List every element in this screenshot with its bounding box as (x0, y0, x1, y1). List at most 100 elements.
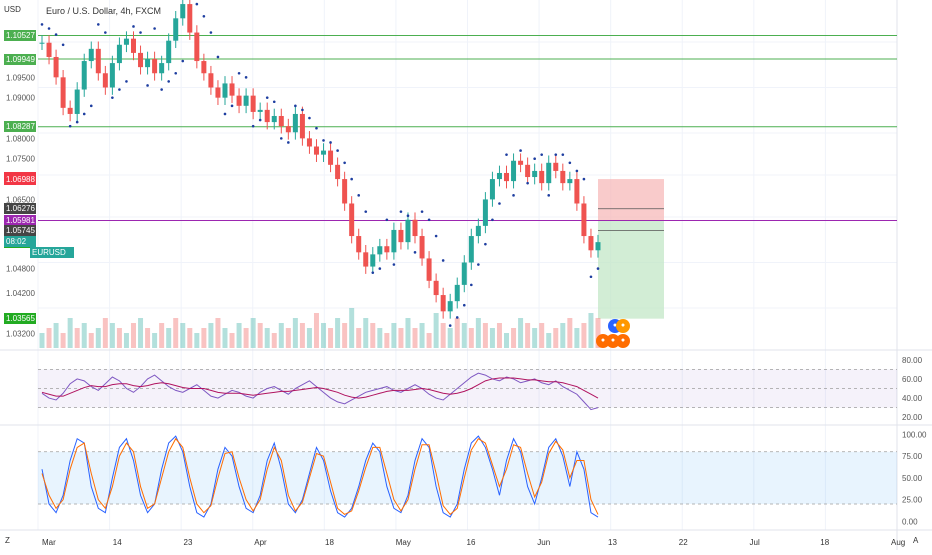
volume-bar (440, 323, 446, 348)
sar-dot (554, 153, 558, 156)
rsi-tick-label: 40.00 (902, 394, 923, 403)
volume-bar (475, 318, 481, 348)
volume-bar (356, 328, 362, 348)
x-tick-label: 18 (325, 538, 334, 547)
sar-dot (512, 194, 515, 197)
candle-body (229, 83, 235, 96)
candle-body (440, 295, 446, 312)
sar-dot (575, 169, 579, 173)
sar-dot (484, 242, 487, 246)
volume-bar (489, 328, 495, 348)
candle-body (489, 179, 495, 200)
event-badge-icon[interactable]: ● (616, 334, 630, 348)
sar-dot (582, 177, 586, 181)
candle-body (236, 95, 242, 106)
candle-body (208, 73, 214, 88)
volume-bar (159, 323, 165, 348)
sar-dot (350, 177, 353, 181)
volume-bar (574, 328, 580, 348)
sar-dot (357, 194, 361, 197)
sar-dot (427, 218, 431, 222)
sar-dot (237, 71, 241, 75)
volume-bar (264, 328, 270, 348)
footer-left-label[interactable]: Z (5, 536, 10, 545)
sar-dot (470, 283, 473, 287)
candle-body (581, 203, 587, 237)
sar-dot (413, 251, 417, 254)
candle-body (250, 95, 256, 112)
sar-dot (561, 153, 565, 156)
x-tick-label: Aug (891, 538, 905, 547)
volume-bar (313, 313, 319, 348)
sar-dot (392, 263, 396, 266)
sar-dot (448, 324, 452, 327)
y-tick-label: 1.09000 (6, 94, 35, 103)
sar-dot (441, 259, 445, 262)
volume-bar (433, 313, 439, 348)
sar-dot (75, 120, 79, 124)
volume-bar (370, 323, 376, 348)
candle-body (138, 52, 144, 68)
candle-body (130, 38, 136, 53)
candle-body (194, 32, 200, 62)
sar-dot (385, 218, 389, 222)
volume-bar (539, 323, 545, 348)
footer-right-label[interactable]: A (913, 536, 919, 545)
volume-bar (130, 323, 136, 348)
candle-body (454, 284, 460, 302)
price-tag: 1.06988 (4, 174, 36, 186)
volume-bar (299, 323, 305, 348)
volume-bar (405, 318, 411, 348)
sar-dot (47, 27, 51, 30)
stoch-tick-label: 25.00 (902, 496, 923, 505)
sar-dot (589, 275, 593, 279)
volume-bar (306, 328, 312, 348)
volume-bar (328, 328, 334, 348)
candle-body (447, 301, 453, 312)
candle-body (222, 83, 228, 98)
sar-dot (301, 108, 304, 112)
candle-body (166, 40, 172, 64)
candle-body (342, 179, 348, 204)
volume-bar (496, 323, 502, 348)
sar-dot (279, 137, 283, 140)
candle-body (74, 89, 80, 114)
volume-bar (384, 333, 390, 348)
candle-body (81, 61, 87, 90)
candle-body (109, 63, 115, 88)
event-badge-icon[interactable]: ● (616, 319, 630, 333)
x-tick-label: 16 (467, 538, 476, 547)
candle-body (201, 61, 207, 74)
stoch-band-fill (38, 451, 897, 504)
sar-dot (343, 161, 346, 165)
candle-body (398, 229, 404, 243)
price-tag: 1.05981 (4, 215, 36, 227)
sar-dot (540, 153, 543, 156)
candle-body (264, 109, 270, 123)
candle-body (187, 4, 193, 33)
candle-body (95, 48, 101, 74)
sar-dot (153, 27, 156, 30)
sar-dot (160, 88, 163, 91)
candle-body (433, 280, 439, 296)
sar-dot (244, 76, 248, 79)
volume-bar (123, 333, 129, 348)
candle-body (116, 44, 122, 64)
volume-bar (567, 318, 573, 348)
sar-dot (462, 303, 466, 307)
sar-dot (406, 214, 410, 217)
sar-dot (111, 96, 114, 99)
candle-body (46, 42, 52, 57)
volume-bar (278, 323, 284, 348)
rsi-tick-label: 60.00 (902, 375, 923, 384)
sar-dot (223, 112, 227, 116)
price-tag: 1.05745 (4, 224, 36, 236)
volume-bar (426, 333, 432, 348)
candle-body (405, 219, 411, 243)
candle-body (306, 138, 312, 147)
chart-title: Euro / U.S. Dollar, 4h, FXCM (46, 6, 162, 16)
volume-bar (95, 328, 101, 348)
candle-body (412, 219, 418, 237)
